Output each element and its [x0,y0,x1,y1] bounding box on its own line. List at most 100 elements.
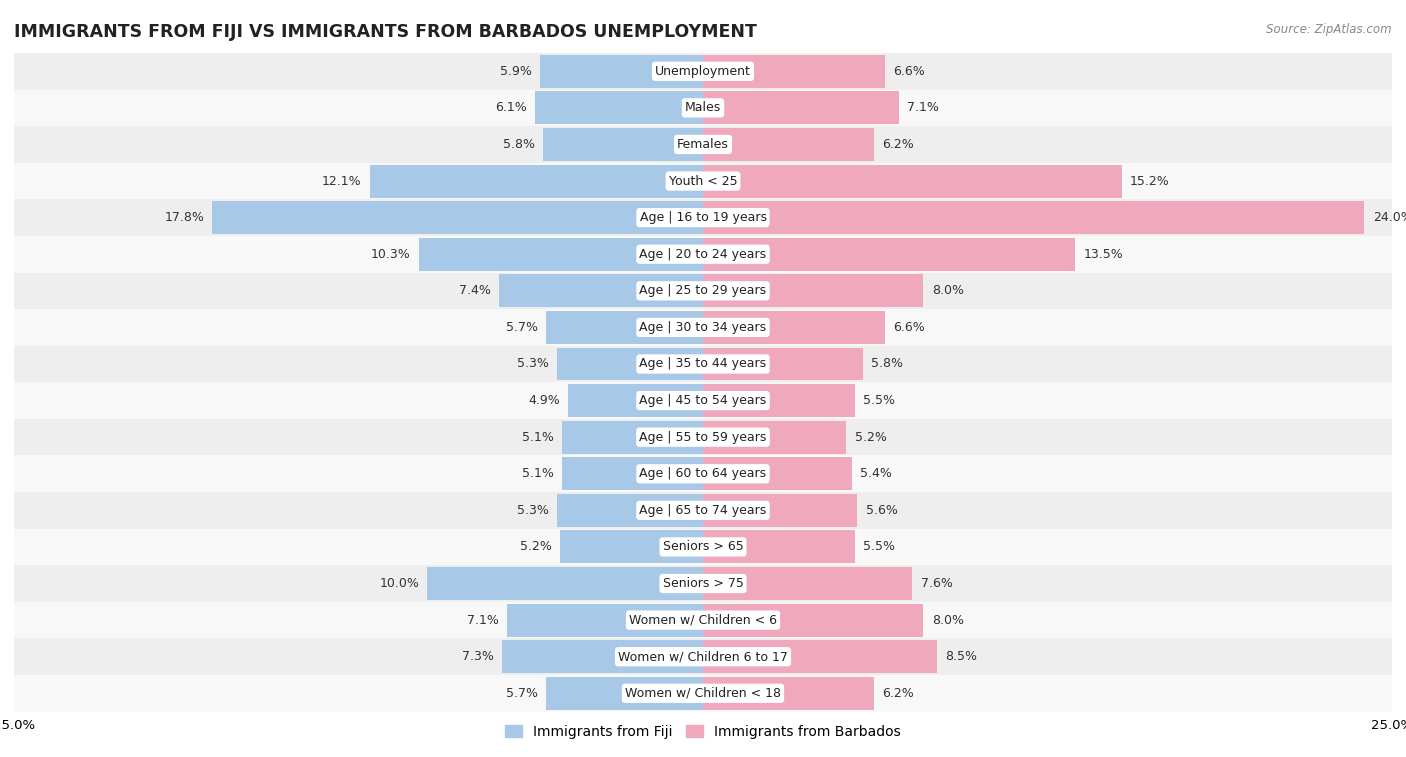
Bar [14,199,1392,236]
Text: 4.9%: 4.9% [527,394,560,407]
Bar [14,89,1392,126]
Text: 5.3%: 5.3% [517,504,548,517]
Text: 5.4%: 5.4% [860,467,891,480]
Text: 5.2%: 5.2% [520,540,551,553]
Bar [540,55,703,88]
Bar [703,603,924,637]
Bar [703,457,852,491]
Text: 5.5%: 5.5% [863,540,894,553]
Text: 5.7%: 5.7% [506,687,537,699]
Text: Age | 55 to 59 years: Age | 55 to 59 years [640,431,766,444]
Bar [14,528,1392,565]
Text: 5.9%: 5.9% [501,65,531,78]
Bar [703,677,875,710]
Bar [14,309,1392,346]
Text: Women w/ Children 6 to 17: Women w/ Children 6 to 17 [619,650,787,663]
Text: Age | 45 to 54 years: Age | 45 to 54 years [640,394,766,407]
Text: 6.2%: 6.2% [882,138,914,151]
Text: Females: Females [678,138,728,151]
Text: 6.1%: 6.1% [495,101,527,114]
Text: Source: ZipAtlas.com: Source: ZipAtlas.com [1267,23,1392,36]
Bar [703,421,846,453]
Text: 13.5%: 13.5% [1083,248,1123,260]
Text: Seniors > 75: Seniors > 75 [662,577,744,590]
Bar [14,602,1392,638]
Bar [703,128,875,161]
Text: 8.0%: 8.0% [932,614,963,627]
Bar [14,236,1392,273]
Text: 8.5%: 8.5% [945,650,977,663]
Bar [703,164,1122,198]
Legend: Immigrants from Fiji, Immigrants from Barbados: Immigrants from Fiji, Immigrants from Ba… [499,719,907,744]
Bar [14,675,1392,712]
Bar [14,273,1392,309]
Bar [14,163,1392,199]
Bar [499,274,703,307]
Text: Age | 20 to 24 years: Age | 20 to 24 years [640,248,766,260]
Bar [703,92,898,124]
Text: Seniors > 65: Seniors > 65 [662,540,744,553]
Text: 17.8%: 17.8% [165,211,204,224]
Text: 5.3%: 5.3% [517,357,548,370]
Text: 10.0%: 10.0% [380,577,419,590]
Text: Youth < 25: Youth < 25 [669,175,737,188]
Text: 15.2%: 15.2% [1130,175,1170,188]
Bar [14,382,1392,419]
Bar [14,492,1392,528]
Text: 5.6%: 5.6% [866,504,897,517]
Bar [562,457,703,491]
Text: 7.4%: 7.4% [458,285,491,298]
Text: IMMIGRANTS FROM FIJI VS IMMIGRANTS FROM BARBADOS UNEMPLOYMENT: IMMIGRANTS FROM FIJI VS IMMIGRANTS FROM … [14,23,756,41]
Text: Age | 30 to 34 years: Age | 30 to 34 years [640,321,766,334]
Bar [370,164,703,198]
Bar [560,531,703,563]
Bar [14,638,1392,675]
Bar [14,346,1392,382]
Bar [546,677,703,710]
Bar [703,311,884,344]
Bar [703,55,884,88]
Text: 5.1%: 5.1% [522,467,554,480]
Text: Age | 16 to 19 years: Age | 16 to 19 years [640,211,766,224]
Bar [543,128,703,161]
Bar [508,603,703,637]
Bar [703,238,1076,271]
Text: 5.5%: 5.5% [863,394,894,407]
Text: 6.6%: 6.6% [893,65,925,78]
Text: 5.7%: 5.7% [506,321,537,334]
Bar [568,384,703,417]
Text: 10.3%: 10.3% [371,248,411,260]
Bar [14,53,1392,89]
Bar [557,347,703,381]
Text: 24.0%: 24.0% [1372,211,1406,224]
Bar [14,565,1392,602]
Bar [703,347,863,381]
Text: Age | 25 to 29 years: Age | 25 to 29 years [640,285,766,298]
Text: 7.3%: 7.3% [461,650,494,663]
Bar [546,311,703,344]
Text: Women w/ Children < 18: Women w/ Children < 18 [626,687,780,699]
Bar [703,494,858,527]
Text: 5.8%: 5.8% [872,357,903,370]
Bar [703,384,855,417]
Bar [14,419,1392,456]
Bar [703,640,938,673]
Text: 7.1%: 7.1% [467,614,499,627]
Text: Women w/ Children < 6: Women w/ Children < 6 [628,614,778,627]
Text: 5.8%: 5.8% [503,138,534,151]
Text: 6.2%: 6.2% [882,687,914,699]
Bar [703,201,1364,234]
Bar [557,494,703,527]
Text: Unemployment: Unemployment [655,65,751,78]
Bar [703,567,912,600]
Text: Males: Males [685,101,721,114]
Text: 7.6%: 7.6% [921,577,953,590]
Text: 8.0%: 8.0% [932,285,963,298]
Text: Age | 35 to 44 years: Age | 35 to 44 years [640,357,766,370]
Text: 5.1%: 5.1% [522,431,554,444]
Bar [562,421,703,453]
Bar [703,531,855,563]
Text: 5.2%: 5.2% [855,431,886,444]
Bar [502,640,703,673]
Bar [212,201,703,234]
